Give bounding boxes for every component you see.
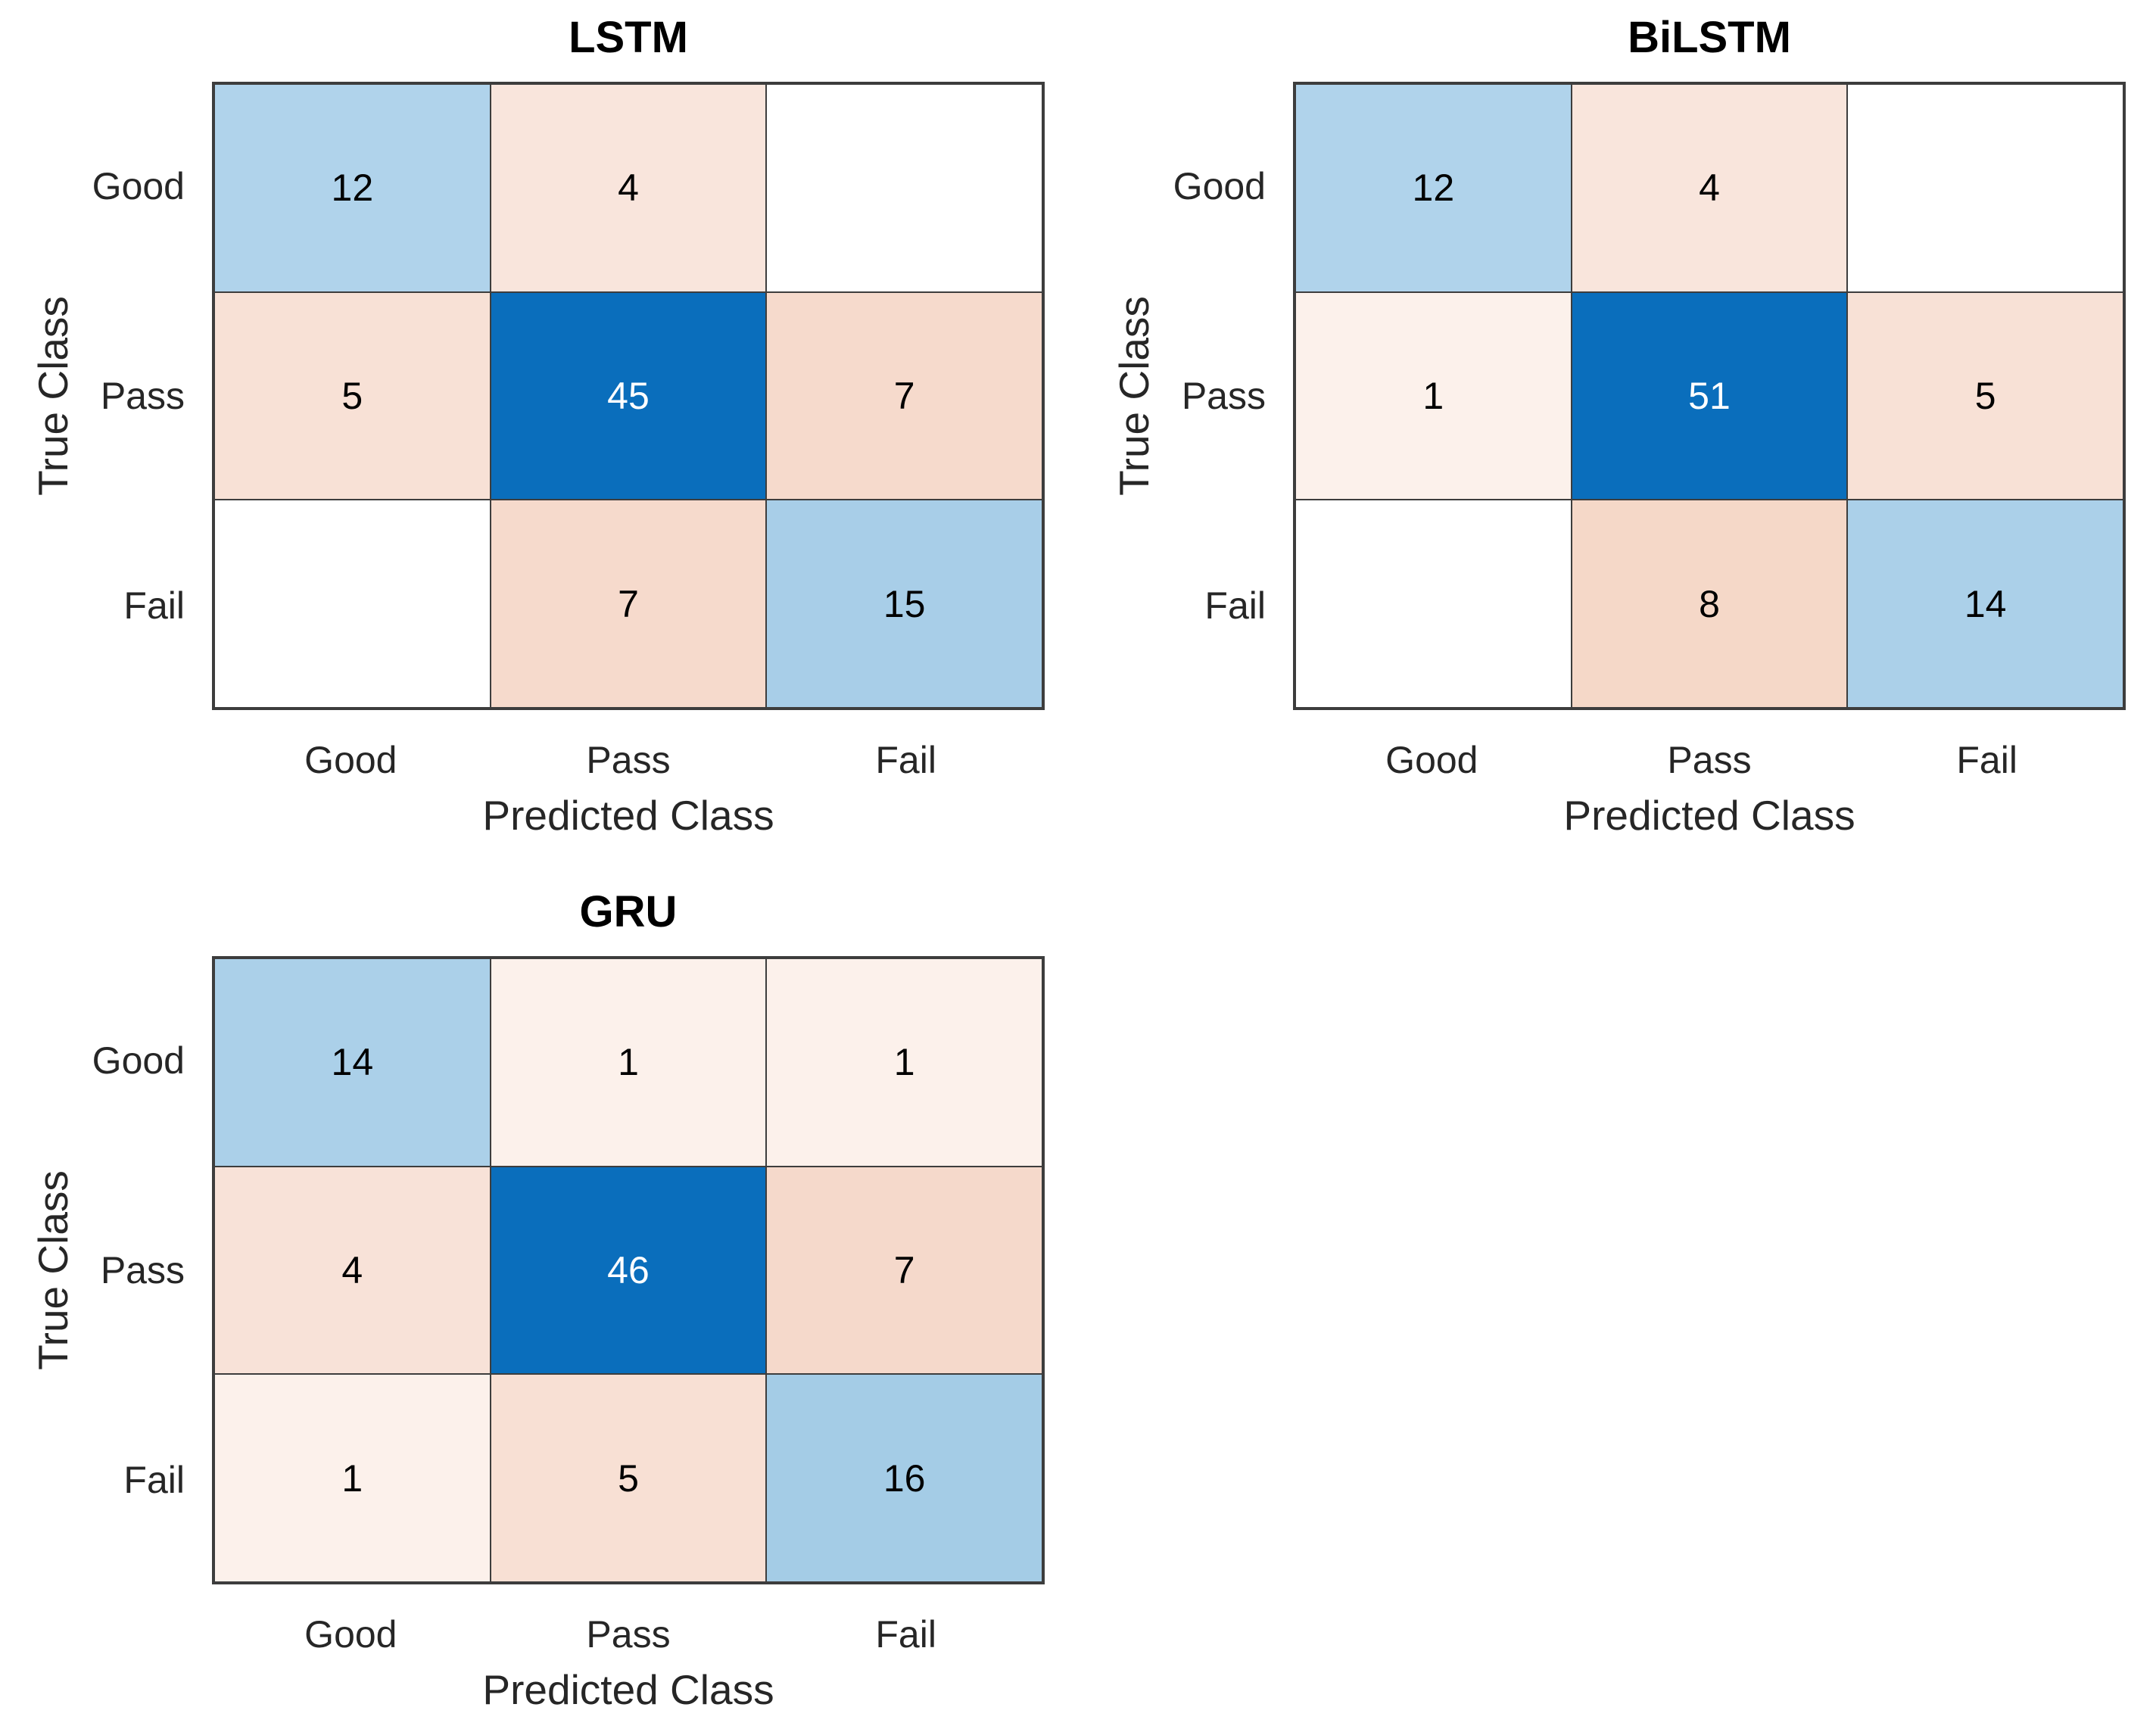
confusion-matrix: 12 4 1 51 5 8 14 (1293, 82, 2126, 710)
cell-value: 4 (341, 1248, 363, 1291)
matrix-cell-r0c0: 12 (1295, 84, 1572, 292)
gru-confusion-chart-panel: GRU True Class Good Pass Fail 14 1 1 4 46 7 1 5… (0, 874, 1078, 1729)
matrix-cell-r2c1: 5 (490, 1374, 767, 1582)
x-tick-fail: Fail (875, 739, 936, 781)
cell-value: 1 (341, 1456, 363, 1500)
matrix-cell-r2c0 (214, 500, 491, 708)
bilstm-confusion-chart-panel: BiLSTM True Class Good Pass Fail 12 4 1 51 5… (1081, 0, 2156, 864)
cell-value: 5 (341, 374, 363, 417)
matrix-cell-r2c1: 8 (1571, 500, 1848, 708)
x-tick-pass: Pass (586, 1613, 671, 1656)
matrix-cell-r1c2: 7 (766, 1166, 1042, 1375)
cell-value: 15 (883, 582, 926, 625)
y-tick-pass: Pass (100, 1249, 185, 1291)
x-tick-labels: Good Pass Fail (212, 1610, 1045, 1659)
y-tick-fail: Fail (123, 1458, 185, 1501)
matrix-cell-r1c0: 1 (1295, 291, 1572, 500)
cell-value: 1 (1422, 374, 1444, 417)
y-tick-good: Good (92, 1039, 185, 1083)
cell-value: 1 (618, 1041, 639, 1084)
matrix-cell-r1c1: 45 (490, 291, 767, 500)
cell-value: 51 (1688, 374, 1731, 417)
x-tick-good: Good (1385, 739, 1478, 781)
cell-value: 16 (883, 1456, 926, 1500)
matrix-cell-r2c1: 7 (490, 500, 767, 708)
matrix-cell-r0c0: 14 (214, 958, 491, 1167)
lstm-confusion-chart-panel: LSTM True Class Good Pass Fail 12 4 5 45 7 7 1… (0, 0, 1078, 864)
matrix-cell-r0c2: 1 (766, 958, 1042, 1167)
matrix-cell-r2c0 (1295, 500, 1572, 708)
matrix-cell-r1c0: 4 (214, 1166, 491, 1375)
x-tick-pass: Pass (586, 739, 671, 781)
matrix-cell-r0c1: 4 (1571, 84, 1848, 292)
cell-value: 5 (1974, 374, 1996, 417)
cell-value: 7 (618, 582, 639, 625)
x-axis-label: Predicted Class (482, 1666, 774, 1713)
matrix-cell-r1c2: 5 (1847, 291, 2123, 500)
matrix-cell-r2c0: 1 (214, 1374, 491, 1582)
x-tick-fail: Fail (875, 1613, 936, 1656)
cell-value: 4 (618, 167, 639, 210)
y-tick-pass: Pass (100, 375, 185, 417)
matrix-cell-r2c2: 14 (1847, 500, 2123, 708)
cell-value: 4 (1699, 167, 1720, 210)
y-tick-labels: Good Pass Fail (0, 82, 198, 710)
x-tick-fail: Fail (1956, 739, 2017, 781)
matrix-cell-r0c1: 1 (490, 958, 767, 1167)
x-axis-label: Predicted Class (1563, 792, 1855, 839)
y-tick-good: Good (1173, 165, 1266, 208)
matrix-cell-r1c0: 5 (214, 291, 491, 500)
x-tick-labels: Good Pass Fail (1293, 736, 2126, 784)
confusion-matrix: 12 4 5 45 7 7 15 (212, 82, 1045, 710)
y-tick-labels: Good Pass Fail (1081, 82, 1279, 710)
cell-value: 12 (331, 167, 374, 210)
cell-value: 12 (1412, 167, 1455, 210)
chart-title: BiLSTM (1628, 13, 1791, 62)
cell-value: 1 (893, 1041, 915, 1084)
matrix-cell-r0c2 (766, 84, 1042, 292)
matrix-cell-r0c0: 12 (214, 84, 491, 292)
x-tick-good: Good (304, 739, 397, 781)
chart-title: GRU (579, 887, 678, 936)
cell-value: 8 (1699, 582, 1720, 625)
y-tick-pass: Pass (1181, 375, 1266, 417)
cell-value: 5 (618, 1456, 639, 1500)
cell-value: 14 (331, 1041, 374, 1084)
x-axis-label: Predicted Class (482, 792, 774, 839)
chart-title: LSTM (569, 13, 688, 62)
cell-value: 46 (607, 1248, 650, 1291)
matrix-cell-r1c2: 7 (766, 291, 1042, 500)
matrix-cell-r2c2: 16 (766, 1374, 1042, 1582)
y-tick-fail: Fail (1204, 584, 1266, 627)
x-tick-labels: Good Pass Fail (212, 736, 1045, 784)
y-tick-fail: Fail (123, 584, 185, 627)
y-tick-labels: Good Pass Fail (0, 956, 198, 1584)
cell-value: 7 (893, 1248, 915, 1291)
y-tick-good: Good (92, 165, 185, 208)
cell-value: 7 (893, 374, 915, 417)
x-tick-good: Good (304, 1613, 397, 1656)
x-tick-pass: Pass (1667, 739, 1752, 781)
confusion-matrix: 14 1 1 4 46 7 1 5 16 (212, 956, 1045, 1584)
matrix-cell-r2c2: 15 (766, 500, 1042, 708)
matrix-cell-r0c2 (1847, 84, 2123, 292)
matrix-cell-r1c1: 46 (490, 1166, 767, 1375)
matrix-cell-r0c1: 4 (490, 84, 767, 292)
cell-value: 45 (607, 374, 650, 417)
matrix-cell-r1c1: 51 (1571, 291, 1848, 500)
cell-value: 14 (1964, 582, 2007, 625)
